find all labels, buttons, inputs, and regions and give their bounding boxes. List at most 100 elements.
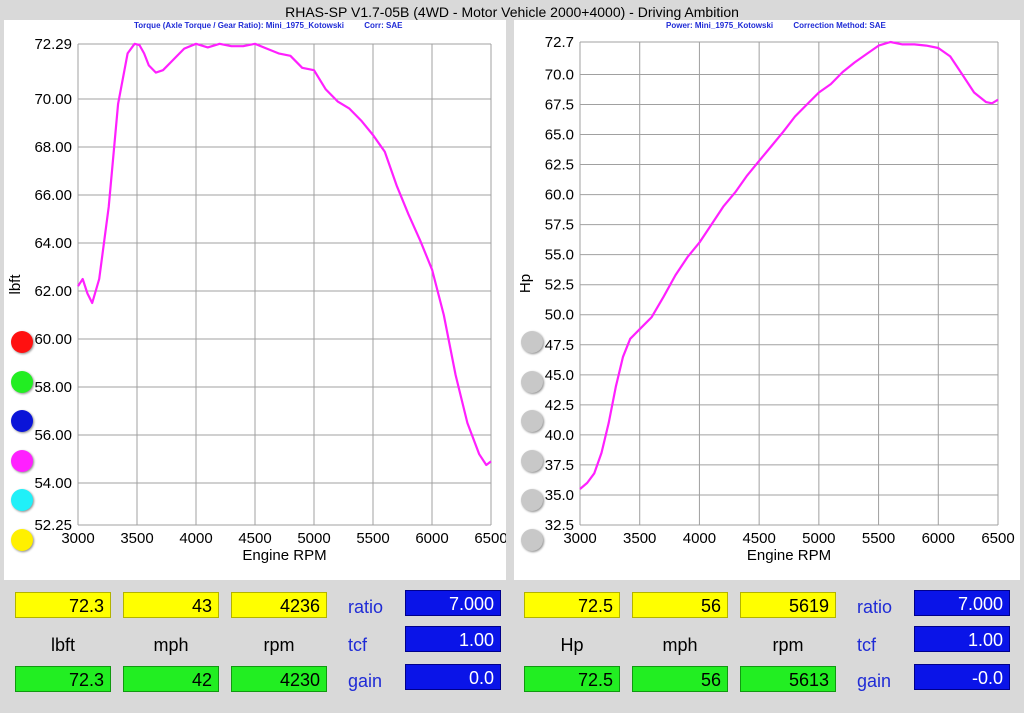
torque-subtitle-corr: Corr: SAE: [364, 21, 403, 30]
power-x-tick-label: 5000: [802, 530, 835, 547]
power-legend-color-button[interactable]: [521, 370, 543, 393]
torque-y-axis-label: lbft: [7, 274, 24, 295]
speed-current-value: 43: [123, 592, 219, 618]
power-y-tick-label: 45.0: [545, 367, 574, 384]
power-y-tick-label: 62.5: [545, 157, 574, 174]
torque-y-tick-label: 62.00: [34, 283, 72, 300]
power-subtitle-source: Power: Mini_1975_Kotowski: [666, 21, 774, 30]
power-y-tick-label: 37.5: [545, 457, 574, 474]
ratio-label: ratio: [348, 597, 384, 617]
rpm-peak-value: 4230: [231, 666, 327, 692]
power-y-tick-label: 70.0: [545, 66, 574, 83]
torque-y-tick-label: 72.29: [34, 36, 72, 53]
torque-x-tick-label: 3000: [61, 530, 94, 547]
power-x-tick-label: 3000: [563, 530, 596, 547]
rpm-unit-label: rpm: [263, 635, 295, 655]
torque-x-tick-label: 3500: [120, 530, 153, 547]
speed-unit-label: mph: [153, 635, 189, 655]
torque-y-tick-label: 64.00: [34, 235, 72, 252]
torque-y-tick-label: 70.00: [34, 91, 72, 108]
rpm-current-value: 5619: [740, 592, 836, 618]
torque-panel-subtitle: Torque (Axle Torque / Gear Ratio): Mini_…: [134, 21, 420, 30]
power-x-tick-label: 4000: [683, 530, 716, 547]
power-legend-color-button[interactable]: [521, 449, 543, 472]
power-y-tick-label: 42.5: [545, 397, 574, 414]
torque-legend-color-button[interactable]: [11, 449, 33, 472]
power-y-tick-label: 52.5: [545, 277, 574, 294]
torque-x-tick-label: 5000: [297, 530, 330, 547]
torque-x-tick-label: 6000: [415, 530, 448, 547]
power-x-tick-label: 3500: [623, 530, 656, 547]
power-y-tick-label: 60.0: [545, 187, 574, 204]
power-series-line: [579, 40, 999, 490]
power-y-tick-label: 40.0: [545, 427, 574, 444]
power-y-tick-label: 67.5: [545, 96, 574, 113]
power-legend-color-button[interactable]: [521, 489, 543, 511]
power-unit-label: Hp: [560, 635, 584, 655]
panel-divider: [506, 20, 514, 710]
torque-current-value: 72.3: [15, 592, 111, 618]
torque-x-axis-label: Engine RPM: [242, 547, 326, 564]
power-y-tick-label: 72.7: [545, 34, 574, 51]
tcf-label: tcf: [857, 635, 877, 655]
torque-y-tick-label: 56.00: [34, 427, 72, 444]
power-y-tick-label: 57.5: [545, 217, 574, 234]
torque-x-tick-label: 4500: [238, 530, 271, 547]
power-y-tick-label: 65.0: [545, 127, 574, 144]
speed-peak-value: 42: [123, 666, 219, 692]
torque-readout: 72.3 43 4236 lbft mph rpm 72.3 42 4230 r…: [4, 582, 506, 710]
speed-current-value: 56: [632, 592, 728, 618]
speed-unit-label: mph: [662, 635, 698, 655]
power-legend-color-button[interactable]: [521, 331, 543, 353]
torque-y-tick-label: 66.00: [34, 187, 72, 204]
tcf-label: tcf: [348, 635, 368, 655]
power-x-tick-label: 6000: [922, 530, 955, 547]
window-title: RHAS-SP V1.7-05B (4WD - Motor Vehicle 20…: [285, 4, 739, 20]
power-current-value: 72.5: [524, 592, 620, 618]
power-y-axis-label: Hp: [517, 274, 534, 293]
torque-y-tick-label: 58.00: [34, 379, 72, 396]
ratio-field[interactable]: 7.000: [405, 590, 501, 616]
rpm-current-value: 4236: [231, 592, 327, 618]
torque-y-tick-label: 52.25: [34, 517, 72, 534]
power-readout: 72.5 56 5619 Hp mph rpm 72.5 56 5613 rat…: [514, 582, 1020, 710]
power-y-tick-label: 50.0: [545, 307, 574, 324]
power-y-tick-label: 32.5: [545, 517, 574, 534]
torque-chart: 3000 3500 4000 4500 5000 5500 6000 6500 52.25 54.…: [7, 36, 506, 564]
power-subtitle-corr: Correction Method: SAE: [793, 21, 886, 30]
torque-y-tick-label: 60.00: [34, 331, 72, 348]
torque-legend-color-button[interactable]: [11, 528, 33, 551]
power-y-tick-label: 55.0: [545, 247, 574, 264]
gain-label: gain: [348, 671, 383, 691]
ratio-field[interactable]: 7.000: [914, 590, 1010, 616]
power-x-tick-label: 5500: [862, 530, 895, 547]
power-peak-value: 72.5: [524, 666, 620, 692]
torque-legend-color-button[interactable]: [11, 489, 33, 511]
torque-x-tick-label: 4000: [179, 530, 212, 547]
power-x-tick-label: 6500: [981, 530, 1014, 547]
power-legend-color-button[interactable]: [521, 528, 543, 551]
power-y-tick-label: 47.5: [545, 337, 574, 354]
torque-y-tick-label: 54.00: [34, 475, 72, 492]
ratio-label: ratio: [857, 597, 893, 617]
power-x-tick-label: 4500: [742, 530, 775, 547]
torque-legend-color-button[interactable]: [11, 331, 33, 353]
power-panel: Power: Mini_1975_Kotowski Correction Met…: [514, 20, 1020, 580]
torque-subtitle-source: Torque (Axle Torque / Gear Ratio): Mini_…: [134, 21, 344, 30]
torque-unit-label: lbft: [50, 635, 75, 655]
torque-panel: Torque (Axle Torque / Gear Ratio): Mini_…: [4, 20, 506, 580]
torque-series-line: [77, 42, 492, 467]
power-chart: 3000 3500 4000 4500 5000 5500 6000 6500 32.5 35.0…: [517, 34, 1015, 564]
torque-legend-color-button[interactable]: [11, 410, 33, 432]
tcf-field[interactable]: 1.00: [405, 626, 501, 652]
gain-label: gain: [857, 671, 892, 691]
gain-field[interactable]: 0.0: [405, 664, 501, 690]
power-legend-color-button[interactable]: [521, 410, 543, 432]
power-x-axis-label: Engine RPM: [747, 547, 831, 564]
rpm-unit-label: rpm: [772, 635, 804, 655]
rpm-peak-value: 5613: [740, 666, 836, 692]
gain-field[interactable]: -0.0: [914, 664, 1010, 690]
torque-legend-color-button[interactable]: [11, 370, 33, 393]
tcf-field[interactable]: 1.00: [914, 626, 1010, 652]
torque-x-tick-label: 5500: [356, 530, 389, 547]
